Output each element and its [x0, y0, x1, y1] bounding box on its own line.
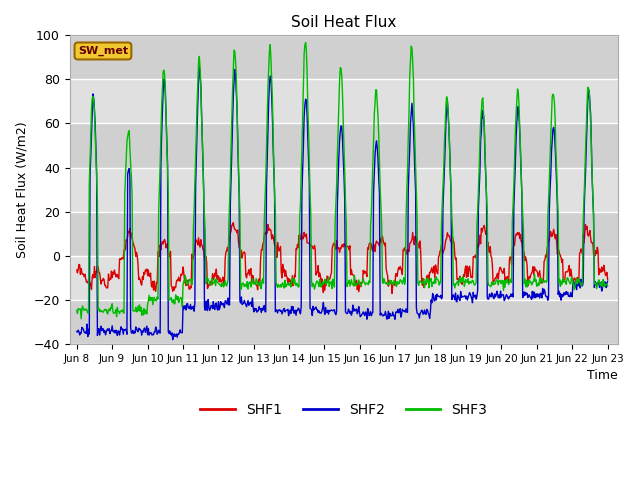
Bar	[70, 300, 618, 344]
Bar	[70, 79, 618, 123]
Y-axis label: Soil Heat Flux (W/m2): Soil Heat Flux (W/m2)	[15, 121, 28, 258]
Text: SW_met: SW_met	[78, 46, 128, 56]
Bar	[70, 212, 618, 256]
Bar	[70, 168, 618, 212]
Legend: SHF1, SHF2, SHF3: SHF1, SHF2, SHF3	[195, 397, 493, 422]
Bar	[70, 123, 618, 168]
Title: Soil Heat Flux: Soil Heat Flux	[291, 15, 397, 30]
X-axis label: Time: Time	[588, 369, 618, 382]
Bar	[70, 36, 618, 79]
Bar	[70, 256, 618, 300]
